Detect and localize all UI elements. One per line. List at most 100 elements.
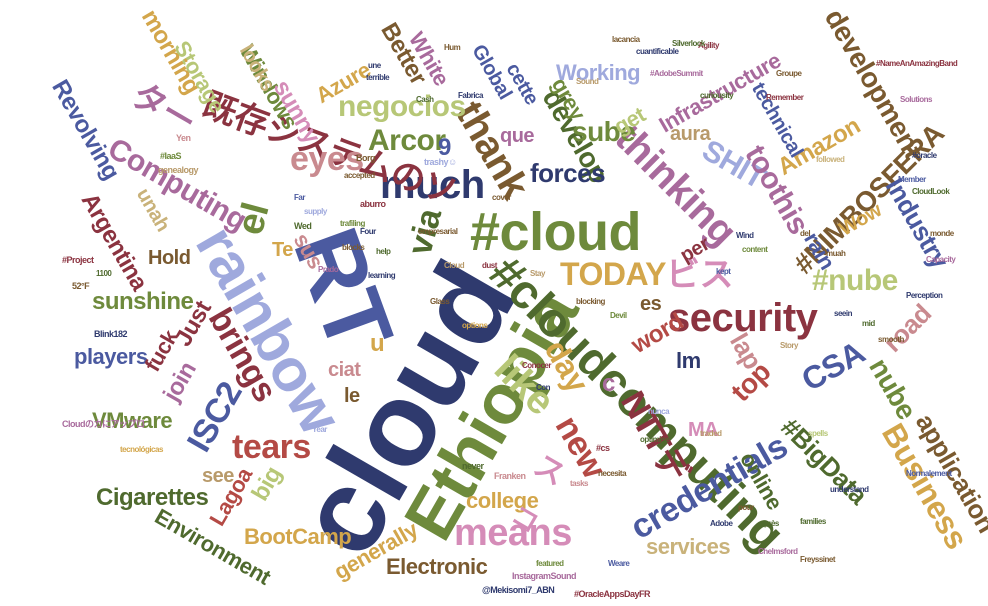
word-sube: sube	[572, 116, 636, 147]
word-working: Working	[556, 60, 641, 85]
word-te: Te	[272, 239, 293, 261]
word-hold: Hold	[148, 247, 191, 269]
word-small: Silverlock	[672, 39, 705, 48]
word-much: much	[380, 163, 485, 207]
word-small: Far	[294, 193, 305, 202]
word-small: 52°F	[72, 281, 90, 291]
word-small: del	[800, 229, 811, 238]
word-small: featured	[536, 559, 564, 568]
word-small: @Mekisomi7_ABN	[482, 585, 555, 595]
word-small: Devil	[610, 311, 627, 320]
word-small: tecnológicas	[120, 445, 163, 454]
word-sunshine: sunshine	[92, 288, 194, 315]
word-small: après	[760, 519, 779, 528]
word-computing: Computing	[102, 131, 252, 238]
word-small: pour	[738, 503, 754, 512]
word-small: CloudLook	[912, 187, 950, 196]
word-road: road	[877, 298, 937, 358]
word-small: smooth	[878, 335, 904, 344]
word-small: nunca	[648, 407, 670, 416]
word-players: players	[74, 344, 148, 369]
word-means: means	[454, 512, 572, 554]
word-revolving: Revolving	[46, 75, 125, 185]
word-small: Borg	[356, 153, 376, 163]
word-small: InstagramSound	[512, 571, 577, 581]
word-small: spells	[808, 429, 828, 438]
word-csa: CSA	[795, 333, 871, 399]
word-small: Conocer	[522, 361, 551, 370]
word-u: u	[370, 330, 385, 357]
word-small: learning	[368, 271, 396, 280]
word-small: une	[368, 61, 381, 70]
word-small: Agility	[698, 41, 719, 50]
word-forces: forces	[530, 158, 606, 188]
word-small: never	[462, 461, 484, 471]
word-small: supply	[304, 207, 327, 216]
word-small: Cash	[416, 95, 434, 104]
word-small: #oracle	[912, 151, 937, 160]
word-small: help	[376, 247, 391, 256]
word-see: see	[202, 465, 234, 487]
word-small: #cs	[596, 443, 610, 453]
word-small: cuantificable	[636, 47, 679, 56]
word-nine: 9	[438, 134, 451, 161]
word-small: aburro	[360, 199, 386, 209]
word-su: ス	[527, 448, 571, 493]
word-tears: tears	[232, 428, 311, 466]
word-lm: lm	[676, 348, 701, 373]
word-small: Solutions	[900, 95, 932, 104]
word-ma: MA	[688, 419, 719, 441]
word-nube: nube	[863, 352, 923, 425]
word-aura: aura	[670, 123, 711, 145]
word-small: genealogy	[158, 165, 199, 175]
word-que: que	[500, 125, 535, 147]
word-small: Blink182	[94, 329, 128, 339]
word-small: Remember	[766, 93, 804, 102]
word-small: optimise	[640, 435, 669, 444]
word-small: lacancia	[612, 35, 640, 44]
word-eyes: eyes	[290, 140, 364, 178]
word-hash-nube: #nube	[812, 264, 898, 297]
word-small: cover	[492, 193, 511, 202]
word-small: Member	[898, 175, 926, 184]
word-hash-cloud: #cloud	[470, 202, 642, 262]
word-small: Perception	[906, 291, 943, 300]
word-small: Cloudのカにアップロ	[62, 419, 145, 429]
word-small: kept	[716, 267, 731, 276]
word-small: monde	[930, 229, 954, 238]
word-small: families	[800, 517, 826, 526]
word-college: college	[466, 488, 539, 513]
word-small: content	[742, 245, 768, 254]
word-c: c	[602, 370, 615, 397]
word-small: traded	[700, 429, 722, 438]
word-small: Capacity	[926, 255, 956, 264]
word-electronic: Electronic	[386, 554, 488, 579]
word-small: trafiling	[340, 219, 365, 228]
word-small: #Project	[62, 255, 94, 265]
word-small: Wed	[294, 221, 312, 231]
word-small: Fabrica	[458, 91, 483, 100]
word-small: Prado	[318, 265, 339, 274]
word-services: services	[646, 534, 731, 559]
word-small: Freyssinet	[800, 555, 836, 564]
word-small: Story	[780, 341, 798, 350]
word-small: curiousity	[700, 91, 734, 100]
word-small: Glass	[430, 297, 450, 306]
word-ciat: ciat	[328, 359, 361, 381]
word-small: Groupe	[776, 69, 802, 78]
word-small: Wind	[736, 231, 754, 240]
word-small: #NameAnAmazingBand	[876, 59, 958, 68]
word-today: TODAY	[560, 256, 666, 292]
word-small: Adobe	[710, 519, 733, 528]
word-small: 1100	[96, 269, 112, 278]
word-small: #IaaS	[160, 151, 182, 161]
word-small: Yen	[176, 133, 191, 143]
word-small: terrible	[366, 73, 390, 82]
word-bisu: ビス	[666, 256, 734, 294]
word-small: understand	[830, 485, 869, 494]
word-small: trashy☺	[424, 157, 457, 167]
word-bootcamp: BootCamp	[244, 524, 352, 549]
word-small: Four	[360, 227, 376, 236]
word-small: #AdobeSummit	[650, 69, 703, 78]
word-small: Stay	[530, 269, 545, 278]
